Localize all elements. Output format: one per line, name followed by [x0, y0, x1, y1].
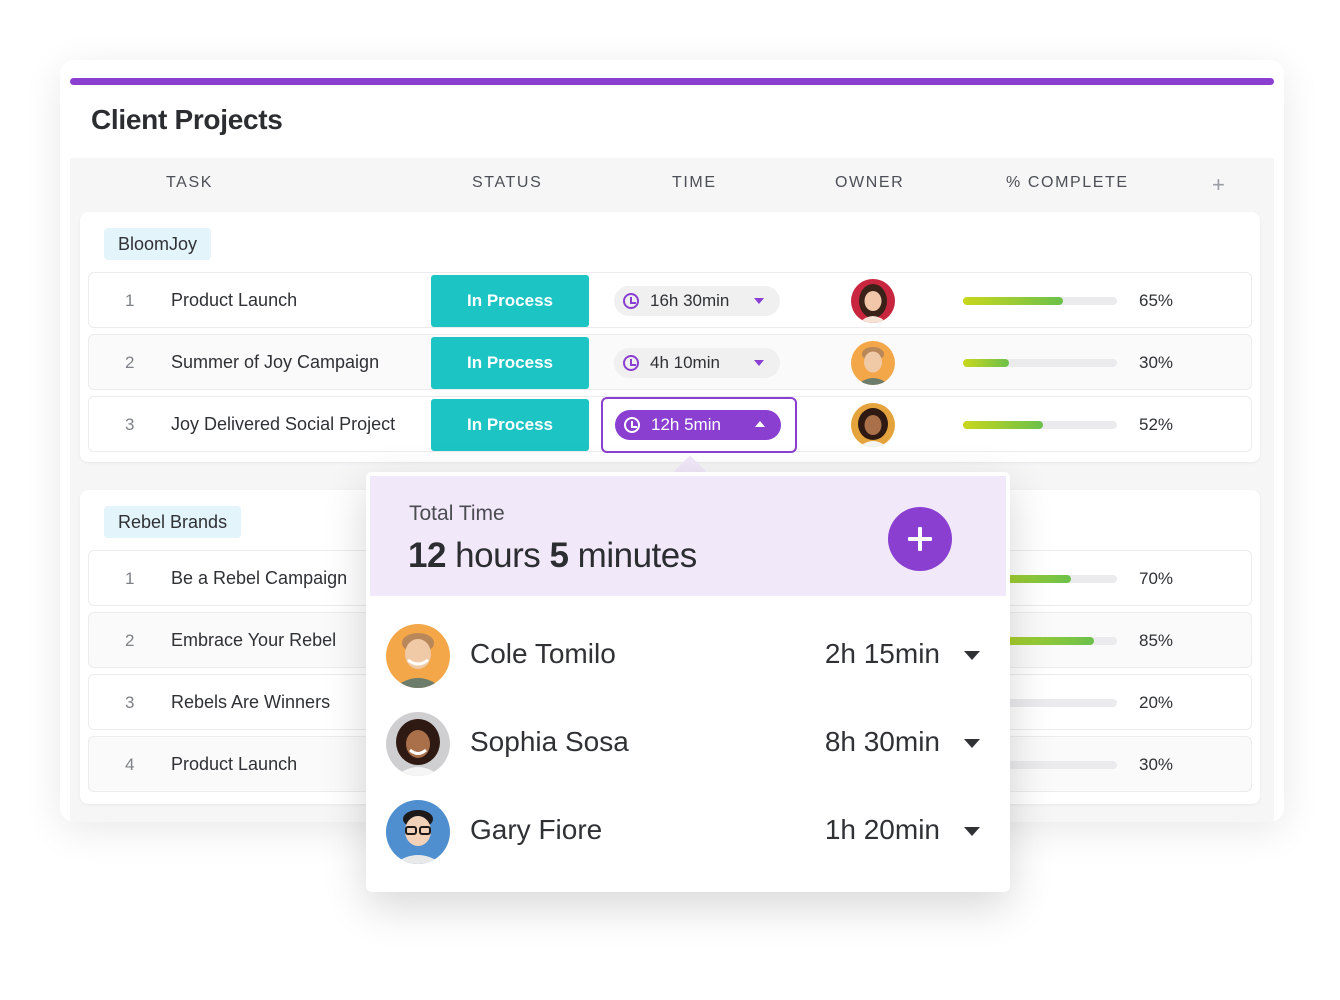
row-number: 1 [125, 291, 135, 310]
avatar [386, 624, 450, 688]
status-badge[interactable]: In Process [431, 337, 589, 389]
time-entry-row[interactable]: Sophia Sosa 8h 30min [366, 700, 1010, 788]
person-name: Sophia Sosa [470, 726, 629, 757]
status-badge[interactable]: In Process [431, 399, 589, 451]
avatar[interactable] [851, 279, 895, 323]
cole-avatar-icon [386, 624, 450, 688]
progress-fill [963, 297, 1064, 305]
add-column-icon[interactable]: + [1212, 172, 1225, 197]
time-entry-row[interactable]: Gary Fiore 1h 20min [366, 788, 1010, 876]
owner-avatar-man-icon [851, 341, 895, 385]
time-value: 12h 5min [651, 415, 721, 434]
chevron-down-icon[interactable] [754, 298, 764, 304]
row-number: 3 [125, 415, 135, 434]
client-projects-card: Client Projects TASK STATUS TIME OWNER %… [60, 60, 1284, 822]
row-number: 1 [125, 569, 135, 588]
progress-bar [963, 359, 1117, 367]
table-row[interactable]: 2 Summer of Joy Campaign In Process 4h 1… [88, 334, 1252, 390]
percent-complete: 30% [1139, 755, 1174, 774]
task-name[interactable]: Summer of Joy Campaign [171, 352, 380, 372]
accent-bar [70, 78, 1274, 85]
page-title: Client Projects [91, 104, 283, 135]
avatar [386, 800, 450, 864]
task-name[interactable]: Joy Delivered Social Project [171, 414, 396, 434]
popover-header: Total Time 12 hours 5 minutes [370, 476, 1006, 596]
project-board: TASK STATUS TIME OWNER % COMPLETE + Bloo… [70, 158, 1274, 822]
progress-fill [963, 421, 1044, 429]
person-time[interactable]: 8h 30min [824, 726, 940, 757]
hours-word: hours [455, 536, 541, 575]
task-name[interactable]: Rebels Are Winners [171, 692, 331, 712]
table-row[interactable]: 3 Joy Delivered Social Project In Proces… [88, 396, 1252, 453]
chevron-down-icon[interactable] [964, 651, 980, 660]
time-pill-active[interactable]: 12h 5min [615, 410, 781, 440]
time-value: 16h 30min [650, 291, 730, 310]
row-number: 2 [125, 631, 135, 650]
time-entry-row[interactable]: Cole Tomilo 2h 15min [366, 612, 1010, 700]
clock-icon [623, 293, 639, 309]
column-header-complete[interactable]: % COMPLETE [1006, 174, 1129, 191]
table-row[interactable]: 1 Product Launch In Process 16h 30min [88, 272, 1252, 328]
sophia-avatar-icon [386, 712, 450, 776]
time-tracker[interactable]: 16h 30min [614, 286, 780, 316]
clock-icon [624, 417, 640, 433]
minutes-word: minutes [577, 536, 698, 575]
percent-complete: 30% [1139, 353, 1174, 372]
add-time-button[interactable] [888, 507, 952, 571]
avatar[interactable] [851, 403, 895, 447]
owner-avatar-woman-curly-icon [851, 403, 895, 447]
time-value: 4h 10min [650, 353, 720, 372]
avatar [386, 712, 450, 776]
row-number: 3 [125, 693, 135, 712]
progress-fill [963, 575, 1071, 583]
total-time-label: Total Time [409, 502, 505, 525]
group-tag[interactable]: Rebel Brands [104, 506, 242, 538]
person-name: Gary Fiore [470, 814, 603, 845]
row-number: 2 [125, 353, 135, 372]
time-tracker-active[interactable]: 12h 5min [601, 397, 797, 453]
gary-avatar-icon [386, 800, 450, 864]
person-time[interactable]: 2h 15min [824, 638, 940, 669]
person-name: Cole Tomilo [470, 638, 616, 669]
progress-bar [963, 575, 1117, 583]
percent-complete: 52% [1139, 415, 1174, 434]
task-name[interactable]: Be a Rebel Campaign [171, 568, 348, 588]
task-name[interactable]: Embrace Your Rebel [171, 630, 337, 650]
total-hours: 12 [408, 536, 446, 575]
chevron-down-icon[interactable] [964, 739, 980, 748]
percent-complete: 85% [1139, 631, 1174, 650]
status-badge[interactable]: In Process [431, 275, 589, 327]
group-tag[interactable]: BloomJoy [104, 228, 212, 260]
group-bloomjoy: BloomJoy 1 Product Launch In Process 16h… [80, 212, 1260, 462]
percent-complete: 20% [1139, 693, 1174, 712]
percent-complete: 65% [1139, 291, 1174, 310]
column-header-status[interactable]: STATUS [472, 174, 543, 191]
column-header-task[interactable]: TASK [166, 174, 214, 191]
row-number: 4 [125, 755, 135, 774]
total-minutes: 5 [549, 536, 569, 575]
progress-bar [963, 421, 1117, 429]
chevron-down-icon[interactable] [754, 360, 764, 366]
time-breakdown-popover: Total Time 12 hours 5 minutes Cole Tomil… [366, 472, 1010, 892]
total-time-value: 12 hours 5 minutes [408, 536, 697, 576]
time-tracker[interactable]: 4h 10min [614, 348, 780, 378]
progress-bar [963, 637, 1117, 645]
percent-complete: 70% [1139, 569, 1174, 588]
progress-fill [963, 637, 1094, 645]
person-time[interactable]: 1h 20min [824, 814, 940, 845]
progress-bar [963, 297, 1117, 305]
task-name[interactable]: Product Launch [171, 290, 298, 310]
owner-avatar-woman-icon [851, 279, 895, 323]
task-name[interactable]: Product Launch [171, 754, 298, 774]
column-header-time[interactable]: TIME [672, 174, 717, 191]
column-header-owner[interactable]: OWNER [835, 174, 905, 191]
chevron-up-icon[interactable] [755, 421, 765, 427]
clock-icon [623, 355, 639, 371]
avatar[interactable] [851, 341, 895, 385]
chevron-down-icon[interactable] [964, 827, 980, 836]
progress-fill [963, 359, 1010, 367]
